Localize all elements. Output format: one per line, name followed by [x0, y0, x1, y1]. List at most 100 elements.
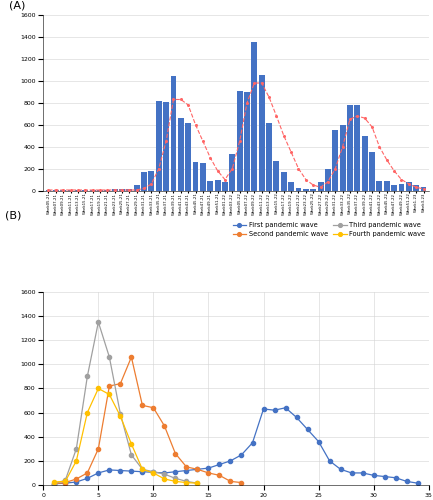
First pandemic wave — [173, 468, 178, 474]
First pandemic wave — [250, 440, 255, 446]
Third pandemic wave — [162, 471, 167, 477]
Second pandemic wave — [63, 480, 68, 486]
Bar — [163, 102, 169, 190]
Third pandemic wave — [96, 319, 101, 325]
Third pandemic wave — [85, 374, 90, 380]
First pandemic wave — [118, 468, 123, 473]
Line: Fourth pandemic wave: Fourth pandemic wave — [52, 386, 200, 486]
Bar — [207, 180, 213, 190]
Third pandemic wave — [151, 468, 156, 474]
Bar — [347, 105, 353, 190]
Third pandemic wave — [52, 481, 57, 487]
Legend: First pandemic wave, Second pandemic wave, Third pandemic wave, Fourth pandemic : First pandemic wave, Second pandemic wav… — [233, 222, 425, 237]
Bar — [288, 182, 294, 190]
Bar — [259, 76, 265, 190]
Fourth pandemic wave — [162, 476, 167, 482]
Bar — [229, 154, 235, 190]
Bar — [391, 185, 397, 190]
Fourth pandemic wave — [74, 458, 79, 464]
Fourth pandemic wave — [96, 386, 101, 392]
Second pandemic wave — [217, 472, 222, 478]
First pandemic wave — [338, 466, 343, 472]
Second pandemic wave — [85, 470, 90, 476]
Line: Third pandemic wave: Third pandemic wave — [52, 320, 200, 486]
Fourth pandemic wave — [52, 479, 57, 485]
Fourth pandemic wave — [173, 478, 178, 484]
Bar — [406, 182, 412, 190]
Second pandemic wave — [74, 476, 79, 482]
Bar — [318, 182, 323, 190]
Bar — [362, 136, 368, 190]
First pandemic wave — [327, 458, 332, 464]
Third pandemic wave — [140, 466, 145, 472]
First pandemic wave — [129, 468, 134, 474]
Bar — [141, 172, 147, 191]
Bar — [252, 42, 257, 190]
First pandemic wave — [283, 405, 288, 411]
Text: (B): (B) — [5, 211, 21, 221]
Fourth pandemic wave — [85, 410, 90, 416]
Second pandemic wave — [52, 481, 57, 487]
Bar — [215, 180, 220, 190]
Bar — [413, 184, 419, 190]
Bar — [193, 162, 198, 190]
First pandemic wave — [239, 452, 244, 458]
First pandemic wave — [74, 479, 79, 485]
First pandemic wave — [294, 414, 299, 420]
First pandemic wave — [107, 467, 112, 473]
First pandemic wave — [85, 476, 90, 482]
Bar — [281, 172, 287, 190]
Fourth pandemic wave — [129, 441, 134, 447]
First pandemic wave — [360, 470, 365, 476]
First pandemic wave — [140, 468, 145, 474]
First pandemic wave — [393, 475, 398, 481]
First pandemic wave — [261, 406, 266, 412]
First pandemic wave — [404, 478, 409, 484]
Bar — [237, 90, 242, 190]
Bar — [200, 163, 206, 190]
Third pandemic wave — [195, 480, 200, 486]
Second pandemic wave — [107, 383, 112, 389]
Second pandemic wave — [228, 478, 233, 484]
Bar — [325, 168, 331, 190]
Second pandemic wave — [151, 405, 156, 411]
Fourth pandemic wave — [140, 466, 145, 472]
Third pandemic wave — [118, 411, 123, 417]
Bar — [119, 189, 125, 190]
Bar — [384, 181, 390, 190]
First pandemic wave — [272, 407, 277, 413]
First pandemic wave — [228, 458, 233, 464]
Bar — [420, 186, 427, 190]
Second pandemic wave — [162, 423, 167, 429]
First pandemic wave — [349, 470, 354, 476]
First pandemic wave — [162, 470, 167, 476]
First pandemic wave — [382, 474, 387, 480]
Bar — [156, 100, 162, 190]
First pandemic wave — [63, 480, 68, 486]
Bar — [266, 122, 272, 190]
Bar — [339, 124, 346, 190]
Bar — [178, 118, 184, 190]
Second pandemic wave — [118, 380, 123, 386]
First pandemic wave — [151, 470, 156, 476]
Bar — [244, 92, 250, 190]
First pandemic wave — [206, 465, 211, 471]
Fourth pandemic wave — [63, 478, 68, 484]
First pandemic wave — [371, 472, 376, 478]
Bar — [296, 188, 301, 190]
First pandemic wave — [316, 438, 321, 444]
First pandemic wave — [305, 426, 310, 432]
Fourth pandemic wave — [195, 480, 200, 486]
Bar — [274, 161, 279, 190]
Bar — [149, 171, 154, 190]
Second pandemic wave — [206, 470, 211, 476]
Bar — [398, 184, 404, 190]
Third pandemic wave — [129, 452, 134, 458]
First pandemic wave — [96, 470, 101, 476]
Third pandemic wave — [184, 478, 189, 484]
First pandemic wave — [217, 462, 222, 468]
Fourth pandemic wave — [107, 392, 112, 398]
Bar — [126, 189, 132, 190]
Line: First pandemic wave: First pandemic wave — [52, 406, 420, 486]
Fourth pandemic wave — [184, 480, 189, 486]
